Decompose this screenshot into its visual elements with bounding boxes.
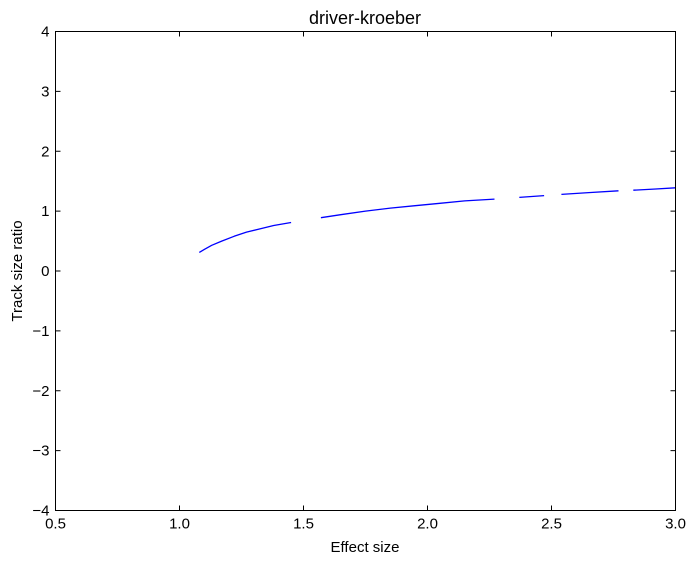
x-tick-label: 0.5 xyxy=(45,516,66,533)
plot-frame xyxy=(55,31,676,511)
series-line-segment xyxy=(320,198,495,219)
y-tick-label: 4 xyxy=(41,24,49,41)
plot-series xyxy=(198,187,676,253)
y-tick-label: −3 xyxy=(32,443,49,460)
x-tick-label: 2.5 xyxy=(541,516,562,533)
y-axis-label: Track size ratio xyxy=(9,220,26,321)
y-axis: 4 3 2 1 0 −1 −2 −3 −4 xyxy=(32,24,676,520)
series-line-segment xyxy=(519,194,545,199)
x-tick-label: 2.0 xyxy=(417,516,438,533)
y-tick-label: −4 xyxy=(32,503,49,520)
y-tick-label: −2 xyxy=(32,383,49,400)
chart-title: driver-kroeber xyxy=(309,8,421,28)
x-axis-label: Effect size xyxy=(331,539,400,556)
y-tick-label: 0 xyxy=(41,263,49,280)
y-tick-label: 2 xyxy=(41,143,49,160)
x-tick-label: 1.0 xyxy=(169,516,190,533)
x-tick-label: 1.5 xyxy=(293,516,314,533)
y-tick-label: 1 xyxy=(41,203,49,220)
series-line-segment xyxy=(633,187,676,191)
y-tick-label: −1 xyxy=(32,323,49,340)
y-tick-label: 3 xyxy=(41,83,49,100)
x-tick-label: 3.0 xyxy=(665,516,686,533)
series-line-segment xyxy=(561,190,619,196)
x-axis: 0.5 1.0 1.5 2.0 2.5 3.0 xyxy=(45,31,686,533)
series-line-segment xyxy=(198,221,292,253)
